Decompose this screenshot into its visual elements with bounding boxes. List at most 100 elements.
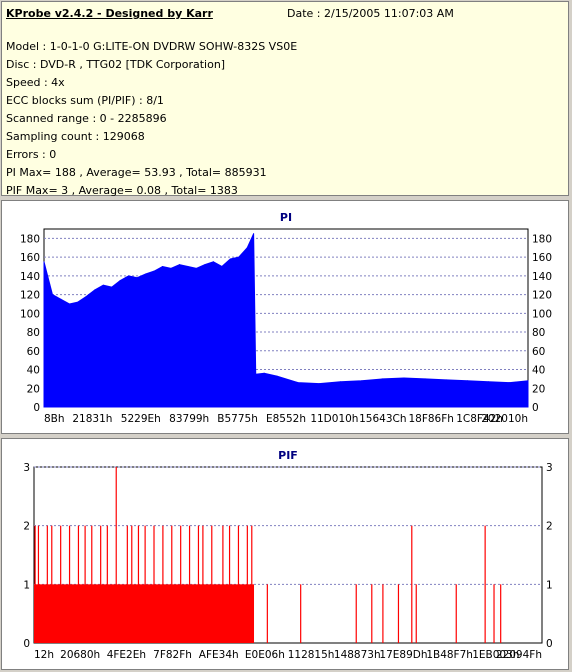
pi-data-point	[246, 247, 248, 249]
ecc-line: ECC blocks sum (PI/PIF) : 8/1	[6, 94, 164, 107]
pi-data-point	[153, 270, 155, 272]
pi-data-point	[253, 233, 255, 235]
pi-data-point	[527, 380, 529, 382]
pi-data-point	[43, 261, 45, 263]
pi-data-point	[136, 277, 138, 279]
pi-data-point	[145, 273, 147, 275]
x-tick-label: 4FE2Eh	[107, 649, 146, 661]
x-tick-label: 1EB003h	[472, 649, 519, 661]
x-tick-label: 112815h	[288, 649, 335, 661]
x-tick-label: 11D010h	[310, 413, 358, 425]
y-tick-label-left: 140	[20, 271, 40, 283]
pi-data-point	[119, 280, 121, 282]
pi-data-point	[276, 375, 278, 377]
speed-line: Speed : 4x	[6, 76, 65, 89]
pi-stats-line: PI Max= 188 , Average= 53.93 , Total= 88…	[6, 166, 267, 179]
y-tick-label-right: 3	[546, 462, 553, 474]
pi-data-point	[94, 289, 96, 291]
sampling-line: Sampling count : 129068	[6, 130, 145, 143]
y-tick-label-left: 60	[27, 346, 40, 358]
x-tick-label: 1C8F42h	[456, 413, 503, 425]
x-tick-label: 8Bh	[44, 413, 65, 425]
info-panel: KProbe v2.4.2 - Designed by Karr Date : …	[1, 1, 569, 197]
y-tick-label-left: 160	[20, 252, 40, 264]
pi-data-point	[318, 383, 320, 385]
x-tick-label: 17E89Dh	[379, 649, 427, 661]
pif-baseline-block	[34, 584, 255, 643]
y-tick-label-right: 180	[532, 233, 552, 245]
y-tick-label-left: 40	[27, 365, 40, 377]
model-line: Model : 1-0-1-0 G:LITE-ON DVDRW SOHW-832…	[6, 40, 298, 53]
x-tick-label: B5775h	[217, 413, 258, 425]
pi-data-point	[424, 378, 426, 380]
y-tick-label-right: 60	[532, 346, 545, 358]
pi-data-point	[162, 265, 164, 267]
x-tick-label: 148873h	[334, 649, 381, 661]
y-tick-label-left: 0	[33, 402, 40, 414]
range-line: Scanned range : 0 - 2285896	[6, 112, 167, 125]
pi-data-point	[466, 380, 468, 382]
pi-data-point	[212, 261, 214, 263]
chart-title: PI	[280, 211, 292, 224]
pi-data-point	[102, 284, 104, 286]
y-tick-label-right: 140	[532, 271, 552, 283]
scan-date: Date : 2/15/2005 11:07:03 AM	[287, 7, 454, 20]
pi-data-point	[229, 258, 231, 260]
y-tick-label-left: 100	[20, 308, 40, 320]
pi-chart: PI 0 0 20 20 40 40 60 60 80 80 100 100 120 120 140 140 16…	[20, 211, 552, 425]
pi-data-point	[339, 381, 341, 383]
x-tick-label: E0E06h	[245, 649, 285, 661]
disc-line: Disc : DVD-R , TTG02 [TDK Corporation]	[6, 58, 226, 71]
y-tick-label-right: 0	[532, 402, 539, 414]
x-tick-label: 18F86Fh	[408, 413, 453, 425]
x-tick-label: AFE34h	[199, 649, 239, 661]
x-tick-label: 22094Fh	[496, 649, 542, 661]
x-tick-label: 21831h	[72, 413, 112, 425]
pi-series-area	[43, 233, 529, 408]
x-tick-label: 12h	[34, 649, 54, 661]
y-tick-label-right: 20	[532, 383, 545, 395]
x-tick-label: 5229Eh	[121, 413, 161, 425]
pi-data-point	[238, 256, 240, 258]
pif-stats-line: PIF Max= 3 , Average= 0.08 , Total= 1383	[6, 184, 238, 197]
y-tick-label-right: 1	[546, 579, 553, 591]
pif-chart: PIF 0 0 1 1 2 2 3 3 12h 20680h 4FE2Eh 7F82Fh AFE34h E0…	[23, 449, 553, 661]
y-tick-label-right: 40	[532, 365, 545, 377]
pi-data-point	[51, 294, 53, 296]
pi-data-point	[187, 265, 189, 267]
y-tick-label-left: 0	[23, 638, 30, 650]
y-tick-label-right: 100	[532, 308, 552, 320]
pi-data-point	[111, 286, 113, 288]
pi-data-point	[179, 264, 181, 266]
y-tick-label-left: 80	[27, 327, 40, 339]
pi-data-point	[60, 298, 62, 300]
y-tick-label-left: 20	[27, 383, 40, 395]
y-tick-label-right: 120	[532, 290, 552, 302]
pi-data-point	[68, 303, 70, 305]
y-tick-label-right: 2	[546, 521, 553, 533]
pi-data-point	[85, 295, 87, 297]
y-tick-label-left: 3	[23, 462, 30, 474]
pif-chart-panel: PIF 0 0 1 1 2 2 3 3 12h 20680h 4FE2Eh 7F82Fh AFE34h E0…	[1, 438, 569, 670]
pi-data-point	[195, 267, 197, 269]
pi-data-point	[128, 275, 130, 277]
pi-data-point	[263, 372, 265, 374]
y-tick-label-right: 160	[532, 252, 552, 264]
x-tick-label: E8552h	[266, 413, 306, 425]
pi-data-point	[361, 380, 363, 382]
app-title: KProbe v2.4.2 - Designed by Karr	[6, 7, 213, 20]
y-tick-label-left: 2	[23, 521, 30, 533]
pi-data-point	[77, 301, 79, 303]
pi-data-point	[297, 382, 299, 384]
pi-data-point	[170, 267, 172, 269]
pi-data-point	[255, 373, 257, 375]
x-tick-label: 202010h	[481, 413, 528, 425]
pi-data-point	[403, 377, 405, 379]
pi-data-point	[382, 378, 384, 380]
x-tick-label: 15643Ch	[359, 413, 406, 425]
errors-line: Errors : 0	[6, 148, 57, 161]
x-tick-label: 7F82Fh	[153, 649, 192, 661]
pi-data-point	[204, 264, 206, 266]
y-tick-label-left: 1	[23, 579, 30, 591]
pi-chart-panel: PI 0 0 20 20 40 40 60 60 80 80 100 100 120 120 140 140 16…	[1, 200, 569, 434]
